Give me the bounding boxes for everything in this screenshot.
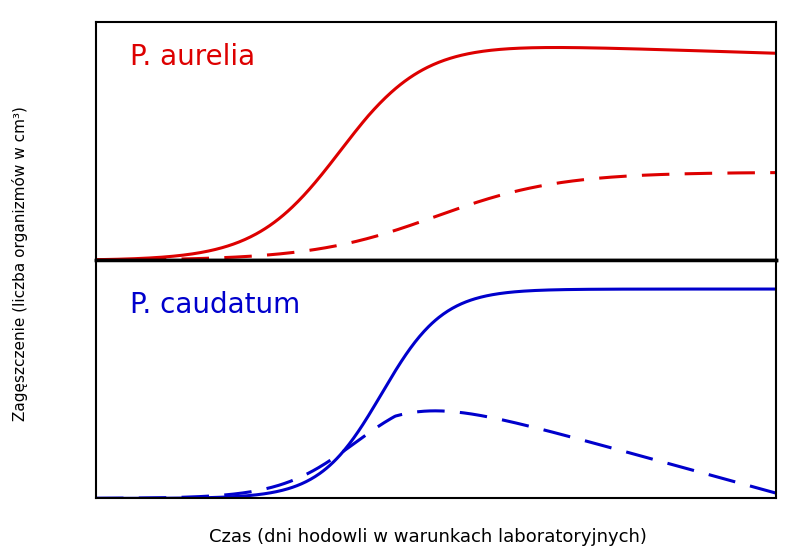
- Text: P. aurelia: P. aurelia: [130, 43, 255, 71]
- Text: Zagęszczenie (liczba organizmów w cm³): Zagęszczenie (liczba organizmów w cm³): [12, 106, 28, 421]
- Text: Czas (dni hodowli w warunkach laboratoryjnych): Czas (dni hodowli w warunkach laboratory…: [209, 528, 647, 546]
- Text: P. caudatum: P. caudatum: [130, 291, 300, 319]
